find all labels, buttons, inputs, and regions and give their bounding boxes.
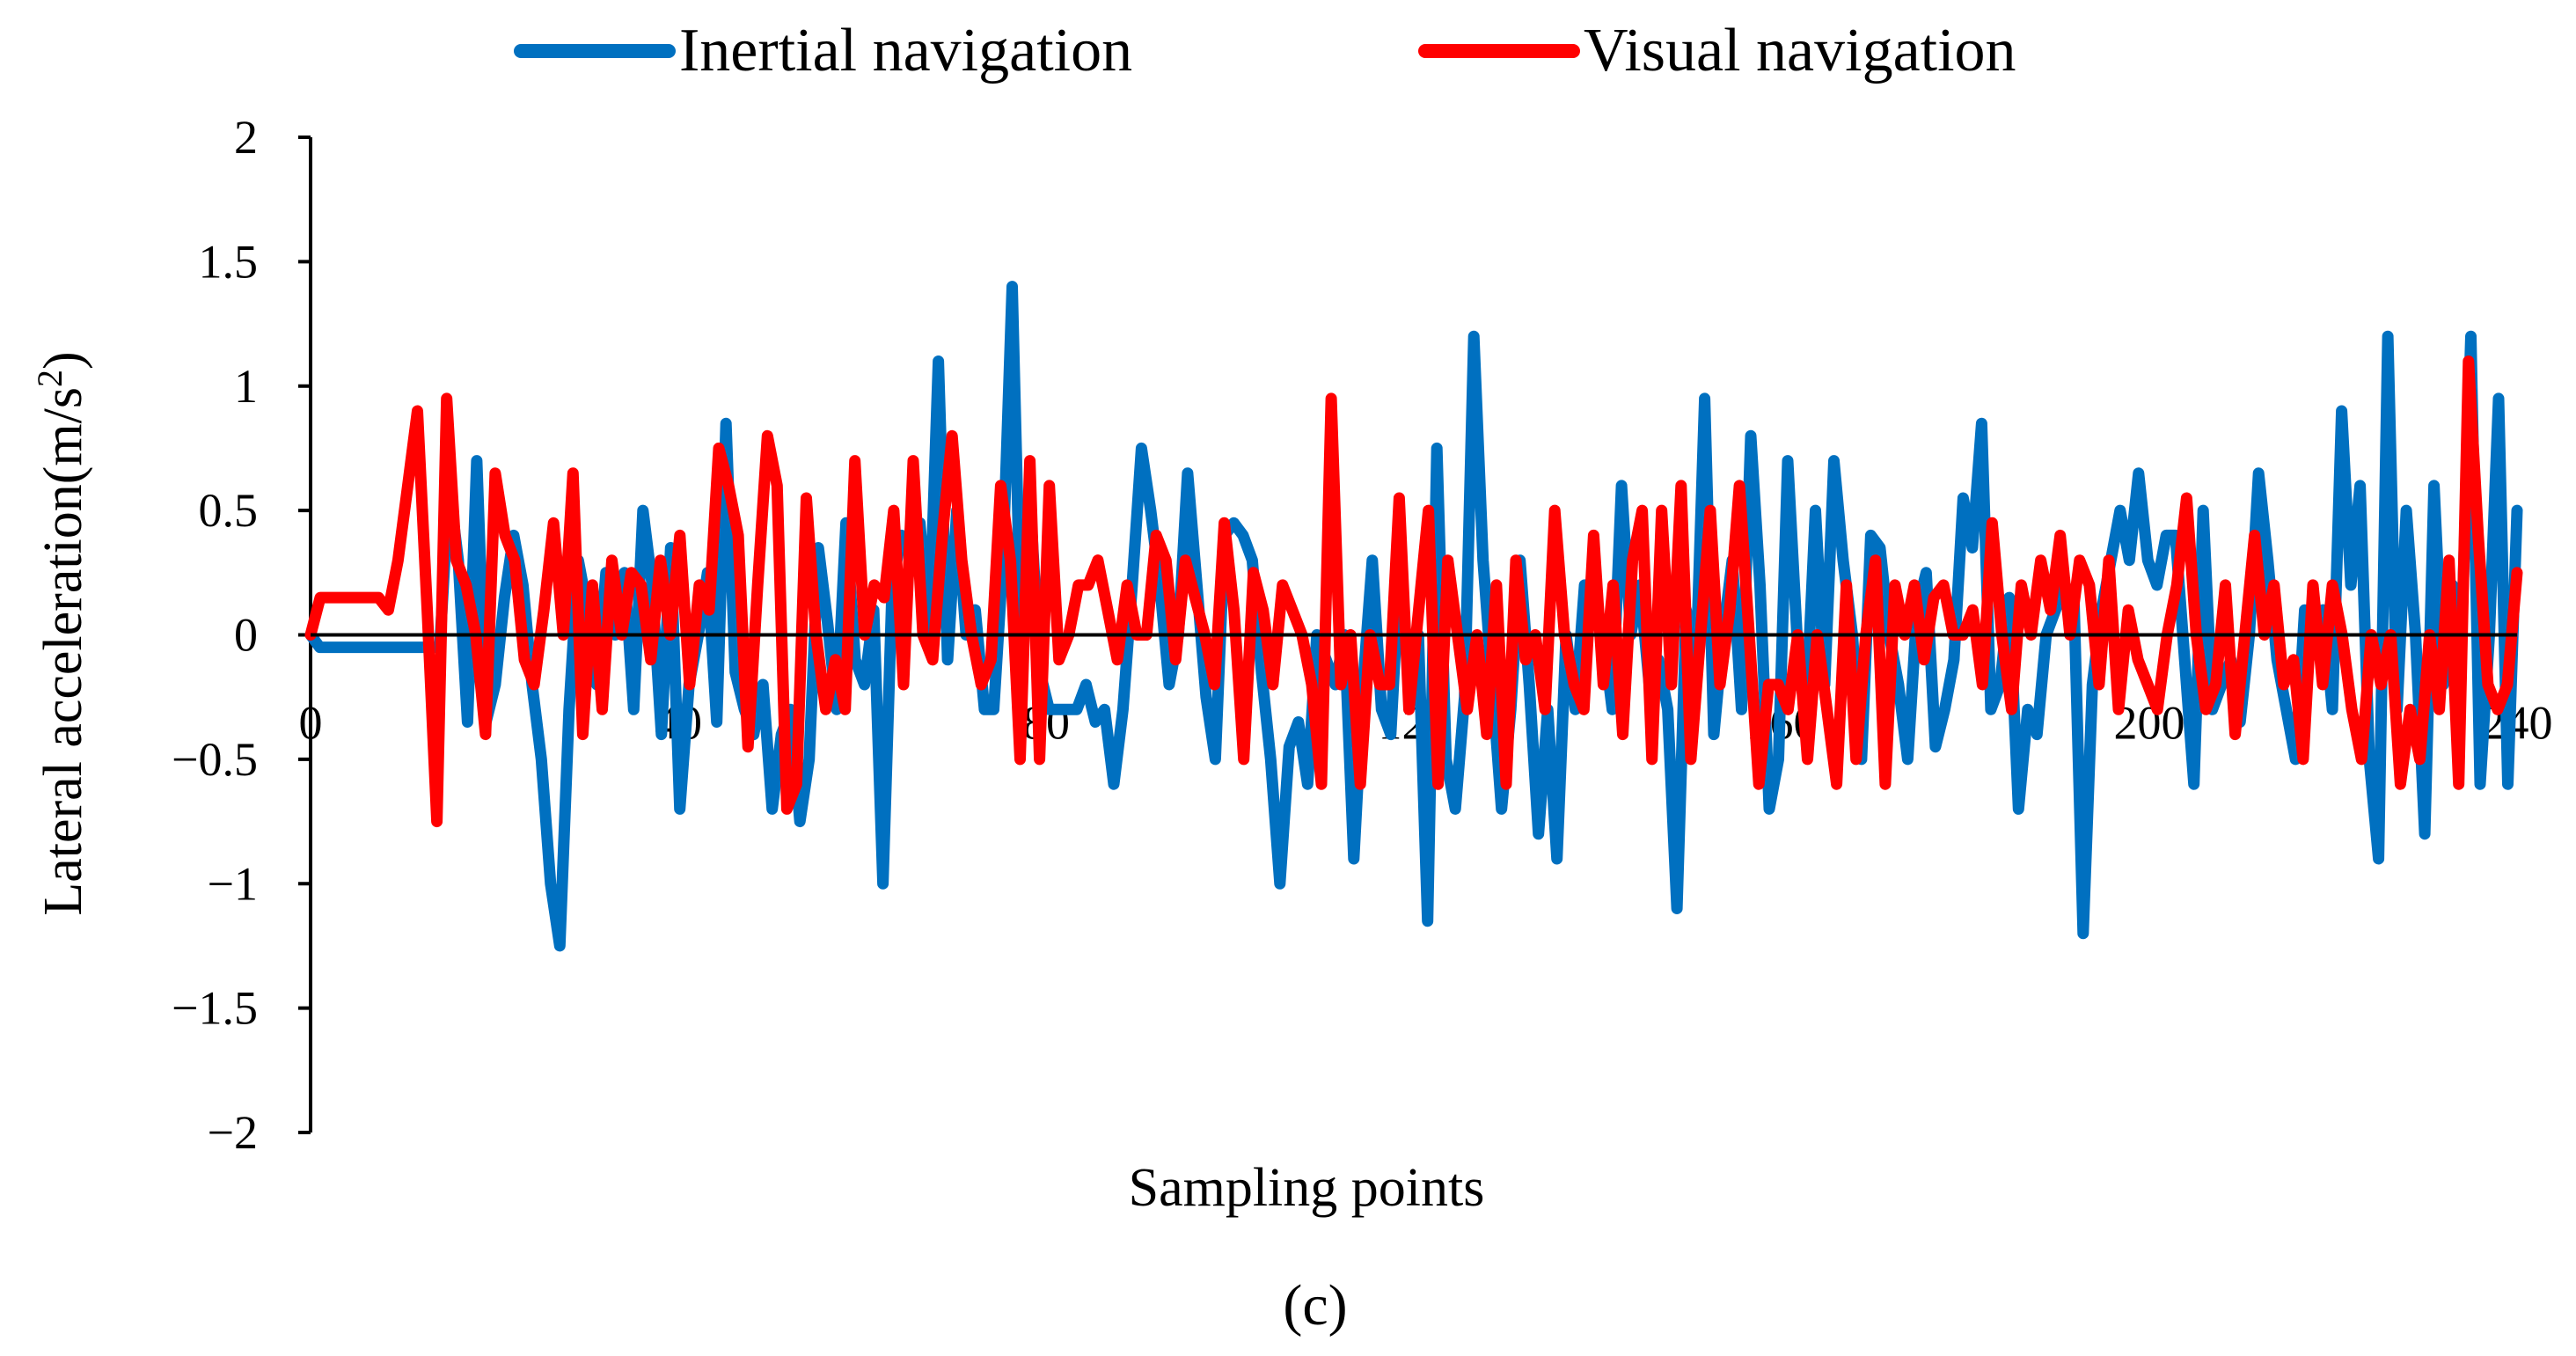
y-axis-tick-labels: 2 1.5 1 0.5 0 −0.5 −1 −1.5 −2: [172, 111, 258, 1159]
x-axis-title: Sampling points: [1129, 1158, 1485, 1218]
panel-label: (c): [1283, 1273, 1347, 1338]
y-tick-label: 0.5: [199, 484, 259, 537]
series-layer: [304, 281, 2523, 952]
y-tick-label: −0.5: [172, 733, 258, 786]
y-axis-ticks: [298, 136, 311, 1134]
series-line-visual-navigation: [304, 355, 2523, 828]
y-tick-label: 1.5: [199, 235, 259, 288]
y-axis-title: Lateral acceleration(m/s2): [30, 351, 93, 915]
legend-label-visual: Visual navigation: [1584, 17, 2016, 84]
y-tick-label: −1.5: [172, 982, 258, 1035]
y-axis-title-superscript: 2: [30, 370, 70, 387]
y-tick-label: 1: [234, 360, 258, 413]
y-tick-label: −1: [208, 857, 258, 910]
y-axis-title-close: ): [33, 351, 93, 370]
y-tick-label: −2: [208, 1106, 258, 1159]
legend-label-inertial: Inertial navigation: [679, 17, 1132, 84]
x-tick-label: 200: [2114, 697, 2185, 750]
y-tick-label: 0: [234, 609, 258, 662]
x-tick-label: 0: [299, 697, 323, 750]
legend: Inertial navigation Visual navigation: [514, 17, 2016, 84]
y-tick-label: 2: [234, 111, 258, 164]
y-axis-title-main: Lateral acceleration(m/s: [33, 387, 93, 916]
